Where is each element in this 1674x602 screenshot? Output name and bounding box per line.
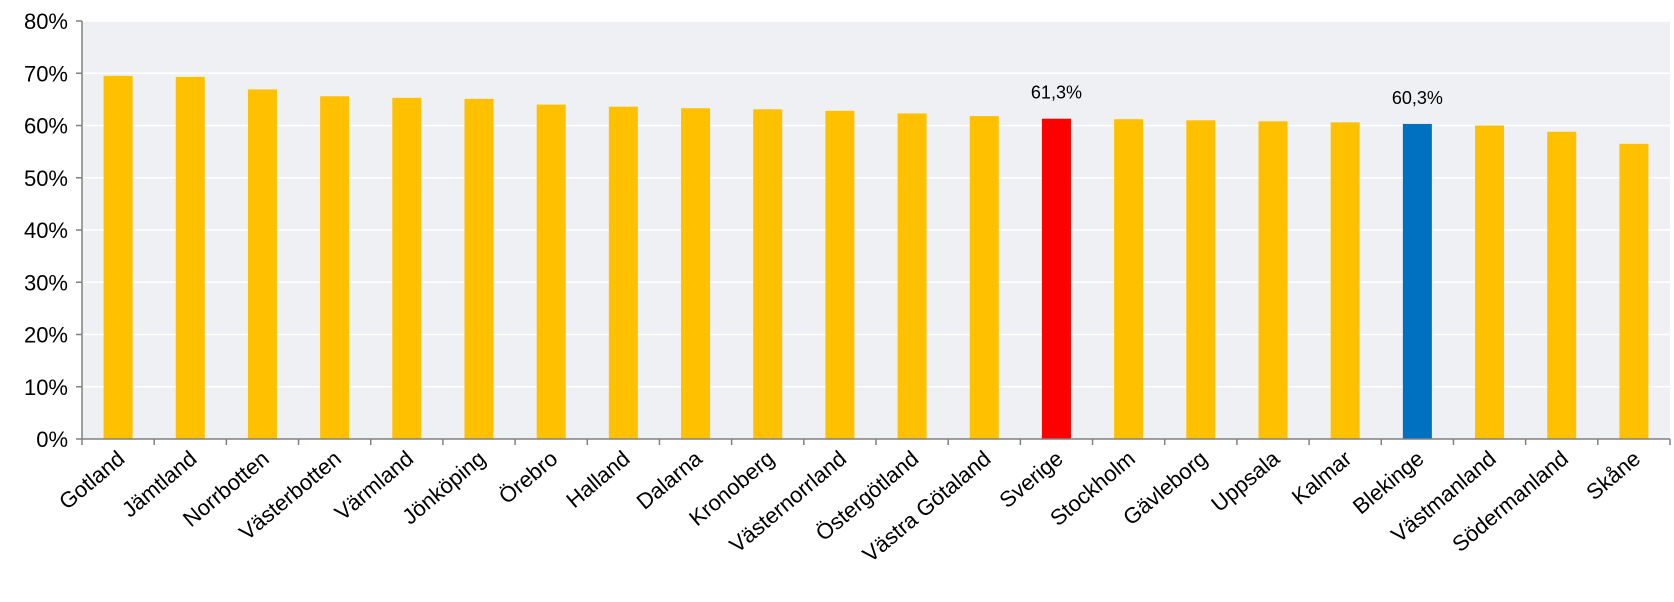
bar <box>536 104 566 439</box>
x-axis-ticks: GotlandJämtlandNorrbottenVästerbottenVär… <box>54 445 1645 567</box>
y-tick-label: 50% <box>24 166 68 191</box>
y-tick-label: 70% <box>24 61 68 86</box>
data-label: 61,3% <box>1031 83 1082 103</box>
bar <box>897 113 927 440</box>
bars <box>103 75 1649 440</box>
data-labels: 61,3% 60,3% <box>1031 83 1443 108</box>
y-tick-label: 20% <box>24 323 68 348</box>
x-tick-label: Skåne <box>1581 446 1645 505</box>
bar <box>753 109 783 440</box>
bar <box>392 97 422 440</box>
bar <box>320 96 350 440</box>
data-label: 60,3% <box>1392 88 1443 108</box>
bar <box>1619 143 1649 439</box>
bar <box>1186 120 1216 440</box>
bar <box>681 108 711 439</box>
y-tick-label: 10% <box>24 375 68 400</box>
bar <box>1402 123 1432 440</box>
y-tick-label: 30% <box>24 270 68 295</box>
bar <box>247 89 277 439</box>
y-tick-label: 60% <box>24 114 68 139</box>
bar <box>1114 119 1144 439</box>
x-tick-label: Örebro <box>494 446 563 509</box>
bar <box>1330 122 1360 440</box>
bar <box>1475 125 1505 439</box>
x-tick-label: Uppsala <box>1206 445 1284 517</box>
bar <box>969 116 999 439</box>
bar <box>1258 121 1288 439</box>
x-tick-label: Västra Götaland <box>858 446 996 567</box>
axes <box>76 20 1671 445</box>
bar <box>103 75 133 440</box>
y-tick-label: 0% <box>36 427 68 452</box>
bar <box>1041 118 1071 440</box>
x-tick-label: Halland <box>561 446 634 513</box>
bar <box>1547 131 1577 439</box>
y-tick-label: 80% <box>24 9 68 34</box>
y-tick-label: 40% <box>24 218 68 243</box>
bar <box>175 76 205 439</box>
bar <box>608 106 638 439</box>
y-axis-ticks: 0% 10% 20% 30% 40% 50% 60% 70% 80% <box>24 9 68 452</box>
bar <box>825 110 855 440</box>
x-tick-label: Kalmar <box>1287 446 1356 510</box>
bar <box>464 98 494 439</box>
